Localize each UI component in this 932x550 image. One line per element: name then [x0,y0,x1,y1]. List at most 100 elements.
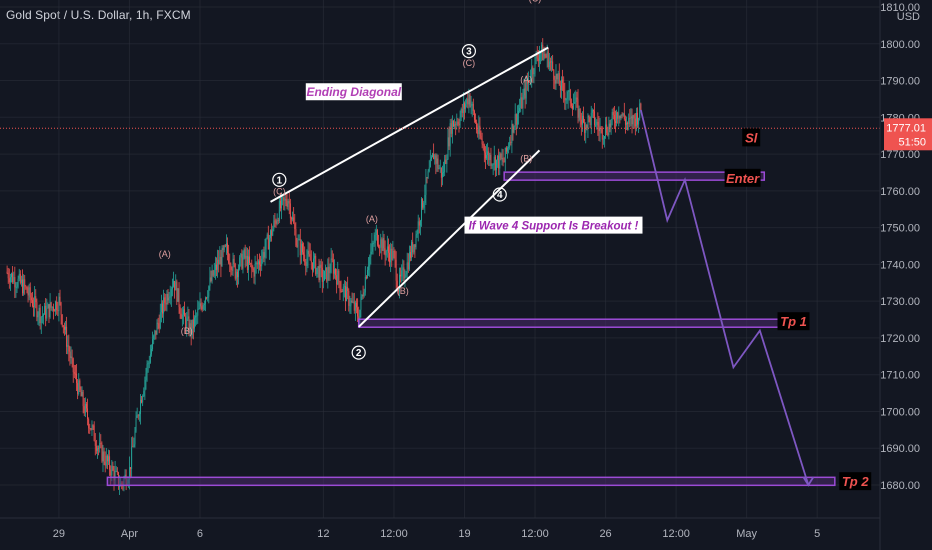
candle-body [305,261,307,266]
candle-body [352,301,354,303]
candle-body [257,261,259,265]
x-tick-label: 29 [53,528,65,540]
candle-body [451,120,453,134]
enter-label: Enter [726,171,760,186]
candle-body [459,117,461,126]
ending-diagonal-label: Ending Diagonal [306,85,401,99]
candle-body [264,249,266,258]
candle-body [271,230,273,236]
candle-body [435,155,437,164]
candle-body [283,197,285,201]
candle-body [135,417,137,432]
candle-body [321,267,323,282]
x-tick-label: 19 [458,528,470,540]
candle-body [15,286,17,288]
candle-body [408,252,410,270]
candle-body [265,238,267,250]
candle-body [479,125,481,136]
candle-body [326,267,328,281]
candle-body [503,161,505,163]
candle-body [423,202,425,208]
candle-body [285,199,287,204]
y-tick-label: 1730.00 [880,296,920,308]
candle-body [477,129,479,134]
diagonal-trendline [357,149,541,328]
candle-body [359,309,361,323]
candle-body [449,123,451,147]
candle-body [286,203,288,207]
candle-body [293,217,295,224]
candle-body [19,273,21,283]
candle-body [385,250,387,256]
candle-body [559,85,561,91]
candle-body [383,238,385,249]
candle-body [580,119,582,125]
candle-body [478,125,480,134]
candle-body [174,280,176,291]
candle-body [92,425,94,427]
candle-body [591,109,593,113]
candle-body [72,358,74,373]
y-tick-label: 1790.00 [880,76,920,88]
candle-body [101,443,103,462]
candle-body [536,54,538,59]
candle-body [399,274,400,292]
candle-body [415,234,417,248]
candle-body [282,197,284,199]
candle-body [381,239,383,251]
candle-body [553,69,555,80]
candle-body [113,470,115,481]
annotations: Ending Diagonal If Wave 4 Support Is Brea… [305,83,872,491]
candle-body [100,442,102,444]
candle-body [363,292,365,296]
candle-body [501,157,503,159]
candle-body [548,61,550,68]
candle-body [37,315,39,318]
candle-body [369,256,371,267]
candle-body [93,425,95,442]
candle-body [241,253,243,269]
candle-body [613,115,615,122]
candle-body [198,307,200,310]
candle-body [208,286,210,297]
candle-body [156,322,158,335]
candle-body [254,264,256,277]
candle-body [266,234,268,239]
candle-body [380,239,382,248]
candle-body [340,290,342,292]
wave-sub-label: (C) [463,58,476,68]
candle-body [531,67,533,80]
candle-body [594,111,595,125]
candle-body [119,485,120,487]
candle-body [461,108,463,113]
candle-body [245,255,247,259]
candle-body [464,103,465,109]
candle-body [201,306,203,310]
candle-body [33,305,35,308]
candle-body [187,316,189,319]
candle-body [343,286,345,288]
candle-body [65,326,66,330]
candle-body [272,228,274,236]
candle-body [313,258,314,271]
candle-body [566,98,568,100]
wave-circle [351,345,366,360]
candle-body [130,467,131,470]
candle-body [342,286,344,293]
candle-body [222,248,224,250]
candle-body [597,121,599,127]
candle-body [391,248,393,260]
candle-body [159,312,161,329]
y-tick-label: 1740.00 [880,259,920,271]
candle-body [102,451,104,462]
candle-body [504,147,506,163]
candle-body [48,304,50,318]
candle-body [175,281,177,291]
candle-body [514,114,516,127]
candle-body [546,51,548,58]
candle-body [365,276,367,279]
candle-body [638,117,640,125]
candle-body [595,124,597,126]
candle-body [432,153,433,158]
